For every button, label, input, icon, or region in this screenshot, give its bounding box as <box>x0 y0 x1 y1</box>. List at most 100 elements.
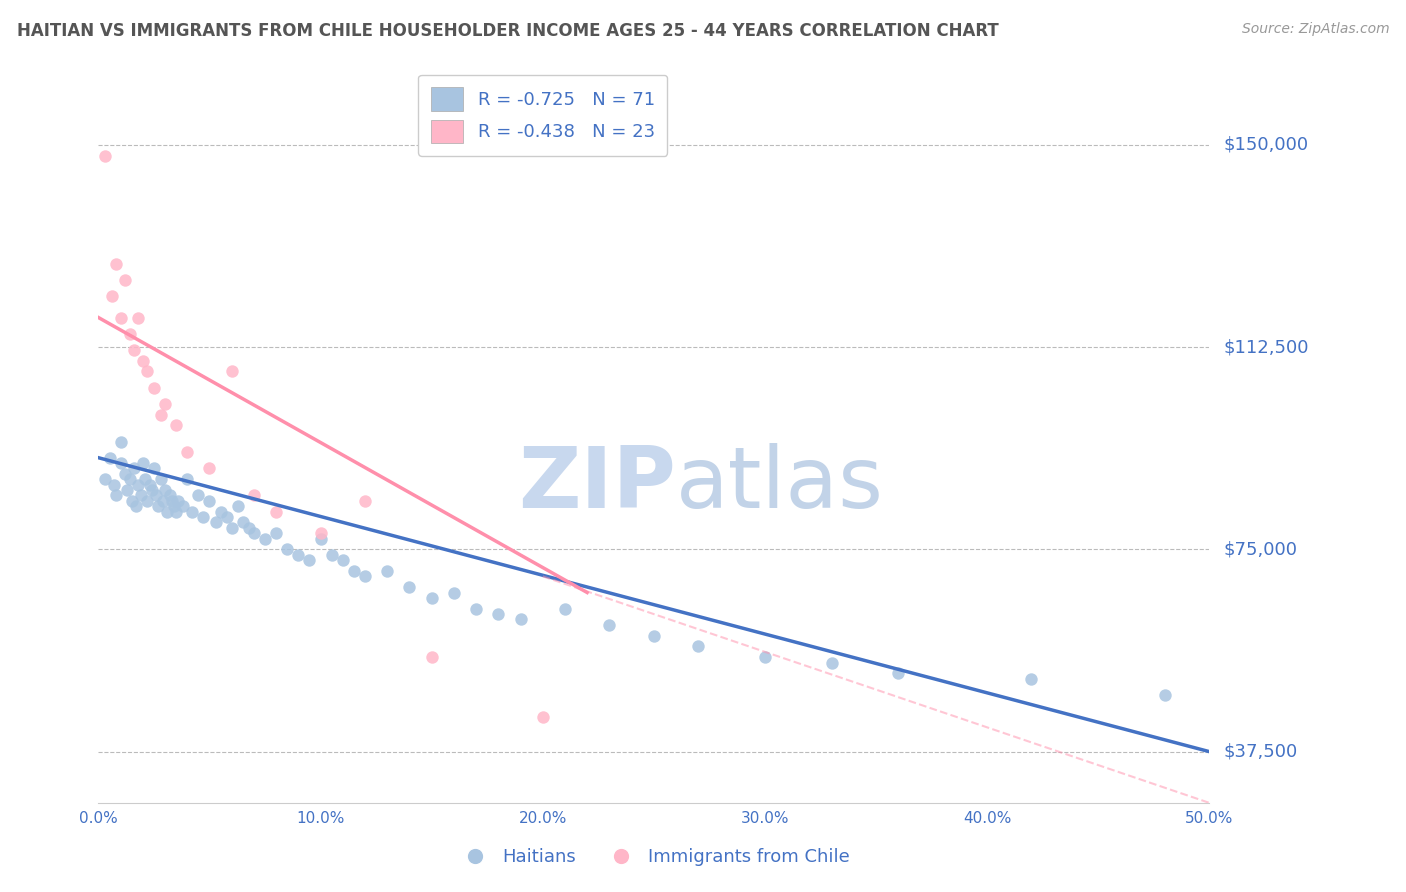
Point <box>118 472 141 486</box>
Point <box>298 553 321 567</box>
Point <box>228 500 250 514</box>
Text: $150,000: $150,000 <box>1223 136 1308 154</box>
Point <box>122 461 145 475</box>
Point <box>110 456 132 470</box>
Point <box>465 601 488 615</box>
Point <box>134 472 156 486</box>
Text: $75,000: $75,000 <box>1223 541 1298 558</box>
Point <box>243 488 266 502</box>
Point <box>187 488 209 502</box>
Point <box>160 493 183 508</box>
Point <box>149 472 172 486</box>
Point <box>321 548 343 562</box>
Point <box>143 461 166 475</box>
Point <box>159 488 181 502</box>
Point <box>198 493 221 508</box>
Point <box>122 343 145 357</box>
Text: $112,500: $112,500 <box>1223 338 1309 356</box>
Point <box>191 510 214 524</box>
Point <box>132 456 155 470</box>
Point <box>114 273 136 287</box>
Point <box>136 493 159 508</box>
Point <box>138 477 160 491</box>
Point <box>180 505 202 519</box>
Point <box>332 553 354 567</box>
Point <box>354 493 377 508</box>
Point <box>153 397 176 411</box>
Point <box>221 521 243 535</box>
Text: HAITIAN VS IMMIGRANTS FROM CHILE HOUSEHOLDER INCOME AGES 25 - 44 YEARS CORRELATI: HAITIAN VS IMMIGRANTS FROM CHILE HOUSEHO… <box>17 22 998 40</box>
Point <box>287 548 309 562</box>
Point <box>121 493 143 508</box>
Point <box>238 521 260 535</box>
Point <box>1021 672 1043 686</box>
Point <box>148 500 170 514</box>
Point <box>103 477 125 491</box>
Text: Source: ZipAtlas.com: Source: ZipAtlas.com <box>1241 22 1389 37</box>
Point <box>153 483 176 497</box>
Point <box>398 580 420 594</box>
Point <box>420 591 443 605</box>
Point <box>253 532 276 546</box>
Point <box>820 656 842 670</box>
Text: ZIP: ZIP <box>519 443 676 526</box>
Point <box>94 472 117 486</box>
Point <box>264 505 287 519</box>
Point <box>354 569 377 583</box>
Point <box>509 612 531 626</box>
Point <box>531 709 554 723</box>
Point <box>198 461 221 475</box>
Point <box>125 500 148 514</box>
Point <box>420 650 443 665</box>
Point <box>375 564 398 578</box>
Point <box>141 483 163 497</box>
Point <box>127 477 149 491</box>
Point <box>165 505 187 519</box>
Point <box>264 526 287 541</box>
Point <box>205 516 228 530</box>
Point <box>598 618 620 632</box>
Point <box>156 505 179 519</box>
Legend: Haitians, Immigrants from Chile: Haitians, Immigrants from Chile <box>450 841 858 873</box>
Point <box>172 500 194 514</box>
Point <box>136 364 159 378</box>
Point <box>105 488 128 502</box>
Point <box>165 418 187 433</box>
Point <box>209 505 232 519</box>
Point <box>143 381 166 395</box>
Point <box>149 408 172 422</box>
Point <box>94 149 117 163</box>
Point <box>129 488 152 502</box>
Text: $37,500: $37,500 <box>1223 742 1298 761</box>
Point <box>127 310 149 325</box>
Point <box>232 516 254 530</box>
Point <box>554 601 576 615</box>
Point <box>110 310 132 325</box>
Point <box>105 257 128 271</box>
Point <box>117 483 139 497</box>
Point <box>114 467 136 481</box>
Point <box>100 289 122 303</box>
Point <box>132 353 155 368</box>
Point <box>217 510 239 524</box>
Point <box>309 526 332 541</box>
Point <box>167 493 190 508</box>
Point <box>276 542 298 557</box>
Point <box>486 607 509 621</box>
Point <box>152 493 174 508</box>
Point <box>176 472 198 486</box>
Point <box>221 364 243 378</box>
Point <box>163 500 186 514</box>
Point <box>176 445 198 459</box>
Point <box>118 326 141 341</box>
Point <box>643 629 665 643</box>
Point <box>887 666 910 681</box>
Point <box>110 434 132 449</box>
Point <box>243 526 266 541</box>
Point <box>754 650 776 665</box>
Point <box>443 585 465 599</box>
Point <box>145 488 167 502</box>
Text: atlas: atlas <box>676 443 884 526</box>
Point <box>309 532 332 546</box>
Point <box>1153 688 1175 702</box>
